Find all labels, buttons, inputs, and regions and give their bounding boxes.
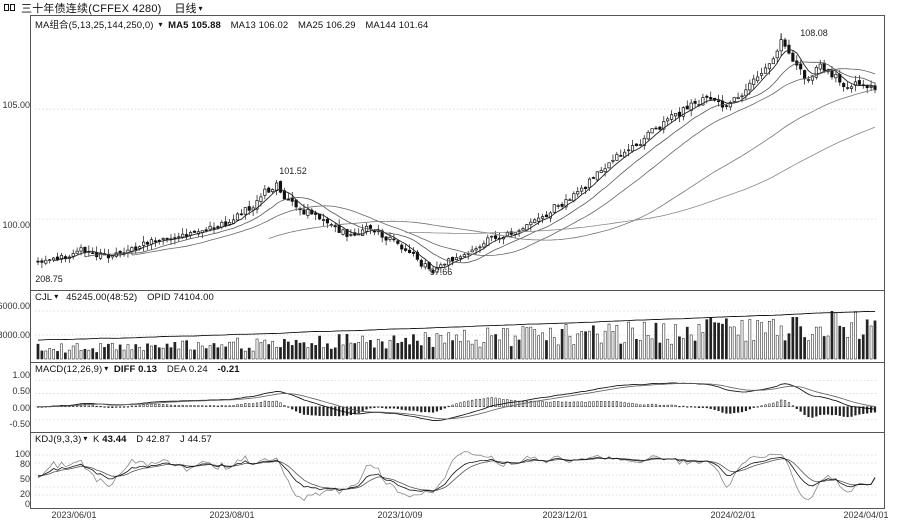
price-y-axis: 105.00 100.00 [0,15,30,290]
period-selector[interactable]: 日线 ▾ [175,0,203,16]
x-tick: 2024/04/01 [843,510,889,520]
chevron-down-icon: ▾ [198,3,203,13]
kdj-y-tick: 50 [19,474,30,484]
macd-y-tick: 1.00 [12,370,30,380]
j-value: 44.57 [187,434,212,445]
volume-indicator-legend[interactable]: CJL ▾ 45245.00(48:52) OPID 74104.00 [33,292,223,303]
kdj-y-tick: 0 [24,499,30,509]
ma5-label: MA5 [168,20,189,31]
volume-y-tick: 96000.00 [0,301,30,311]
period-label: 日线 [174,2,197,15]
x-tick: 2023/12/01 [542,510,588,520]
macd-panel: MACD(12,26,9) ▾ DIFF 0.13 DEA 0.24 -0.21 [30,362,885,432]
annotation-swing-high: 101.52 [279,166,307,176]
kdj-indicator-legend[interactable]: KDJ(9,3,3) ▾ K 43.44 D 42.87 J 44.57 [33,434,221,445]
price-y-tick: 105.00 [2,100,30,110]
diff-label: DIFF [113,364,136,375]
x-axis: 2023/06/01 2023/08/01 2023/10/09 2023/12… [0,509,900,523]
macd-y-axis: 1.00 0.50 0.00 -0.50 [0,362,30,432]
x-tick: 2023/06/01 [51,510,97,520]
volume-value: 45245.00(48:52) [66,292,138,303]
volume-y-axis: 96000.00 48000.00 [0,290,30,362]
ma13-value: 106.02 [258,20,289,31]
kdj-y-tick: 80 [19,459,30,469]
volume-chart-canvas [35,310,878,360]
annotation-left-low: 208.75 [35,274,63,284]
macd-y-tick: -0.50 [9,419,30,429]
open-interest-label: OPID [147,292,171,303]
kdj-y-tick: 100 [14,449,30,459]
x-tick: 2023/08/01 [209,510,255,520]
macd-value: -0.21 [217,364,240,375]
price-chart-canvas [35,33,878,276]
ma5-value: 105.88 [191,20,221,31]
macd-y-tick: 0.50 [12,386,30,396]
j-label: J [179,434,185,445]
grid-squares-icon [4,4,16,11]
chevron-down-icon: ▾ [104,364,109,373]
ma25-value: 106.29 [325,20,356,31]
chevron-down-icon: ▾ [54,292,59,301]
k-value: 43.44 [102,434,127,445]
kdj-y-axis: 100 80 50 20 0 [0,432,30,509]
price-indicator-legend[interactable]: MA组合(5,13,25,144,250,0) ▾ MA5 105.88 MA13… [33,17,438,31]
macd-y-tick: 0.00 [12,403,30,413]
chevron-down-icon: ▾ [158,20,163,29]
instrument-name: 三十年债连续(CFFEX 4280) [21,2,162,15]
annotation-swing-low: 97.66 [429,267,453,277]
ma144-value: 101.64 [398,20,429,31]
dea-label: DEA [166,364,187,375]
title-bar: 三十年债连续(CFFEX 4280) 日线 ▾ [0,0,900,15]
macd-indicator-label: MACD(12,26,9) [35,364,103,375]
volume-indicator-label: CJL [35,292,53,303]
diff-value: 0.13 [138,364,158,375]
volume-panel: CJL ▾ 45245.00(48:52) OPID 74104.00 [30,290,885,362]
chevron-down-icon: ▾ [83,434,88,443]
d-value: 42.87 [145,434,171,445]
x-tick: 2024/02/01 [710,510,756,520]
macd-chart-canvas [35,380,878,422]
macd-indicator-legend[interactable]: MACD(12,26,9) ▾ DIFF 0.13 DEA 0.24 -0.21 [33,364,242,375]
k-label: K [93,434,100,445]
price-y-tick: 100.00 [2,220,30,230]
volume-y-tick: 48000.00 [0,330,30,340]
dea-value: 0.24 [188,364,208,375]
price-panel: MA组合(5,13,25,144,250,0) ▾ MA5 105.88 MA13… [30,15,885,290]
ma144-label: MA144 [365,20,397,31]
kdj-indicator-label: KDJ(9,3,3) [35,434,82,445]
ma13-label: MA13 [230,20,256,31]
open-interest-value: 74104.00 [173,292,214,303]
annotation-period-high: 108.08 [800,28,828,38]
ma-indicator-label: MA组合(5,13,25,144,250,0) [35,20,154,31]
d-label: D [136,434,144,445]
kdj-chart-canvas [35,451,878,501]
kdj-y-tick: 20 [19,489,30,499]
x-tick: 2023/10/09 [377,510,423,520]
ma25-label: MA25 [298,20,324,31]
kdj-panel: KDJ(9,3,3) ▾ K 43.44 D 42.87 J 44.57 [30,432,885,509]
